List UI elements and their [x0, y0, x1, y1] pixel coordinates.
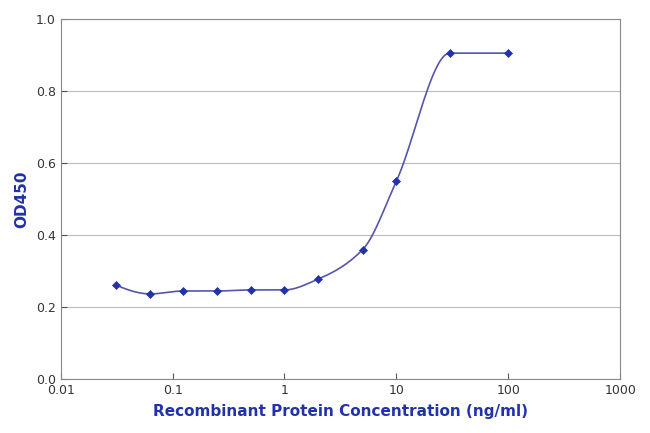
X-axis label: Recombinant Protein Concentration (ng/ml): Recombinant Protein Concentration (ng/ml…: [153, 404, 528, 419]
Y-axis label: OD450: OD450: [14, 170, 29, 228]
